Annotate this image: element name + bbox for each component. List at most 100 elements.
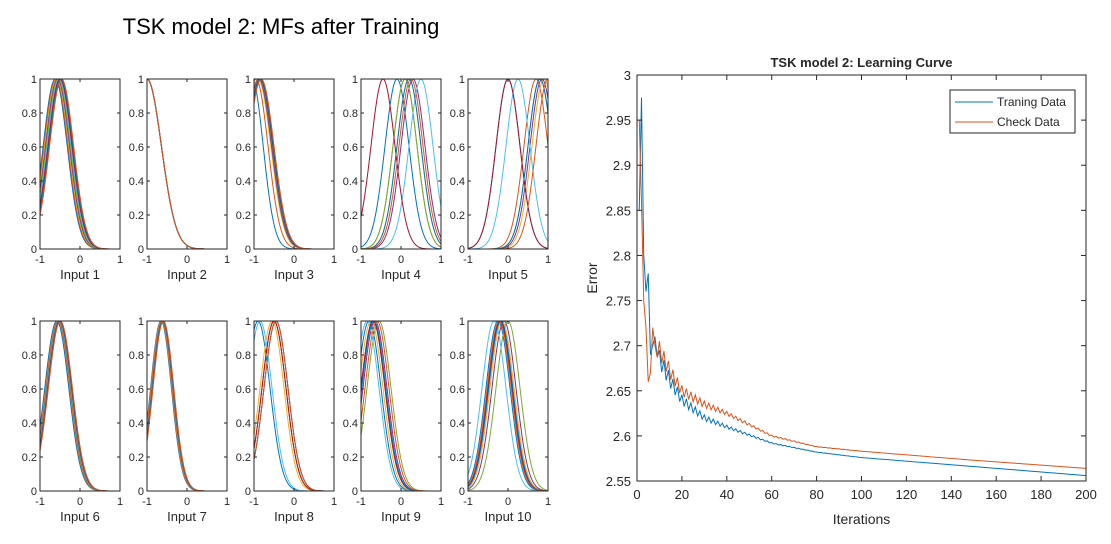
y-tick-label: 2.8	[613, 248, 631, 263]
x-tick-label: -1	[249, 496, 259, 508]
series-lines	[638, 97, 1086, 477]
x-tick-label: 0	[184, 254, 190, 266]
mf-line	[361, 79, 441, 249]
x-axis-label: Input 8	[274, 509, 314, 524]
x-axis-label: Input 9	[381, 509, 421, 524]
y-tick-label: 2.75	[606, 294, 631, 309]
mf-line	[468, 321, 548, 491]
y-tick-label: 0	[31, 486, 37, 498]
x-axis-label: Input 7	[167, 509, 207, 524]
x-tick-label: 140	[940, 487, 962, 502]
y-tick-label: 2.6	[613, 429, 631, 444]
y-tick-label: 0.6	[236, 384, 251, 396]
x-tick-label: 1	[438, 496, 444, 508]
x-tick-label: 0	[633, 487, 640, 502]
y-tick-label: 3	[624, 68, 631, 83]
x-tick-label: 80	[809, 487, 823, 502]
x-tick-label: 0	[77, 496, 83, 508]
y-tick-label: 0	[352, 486, 358, 498]
series-line-0	[638, 97, 1086, 477]
x-axis-label: Iterations	[833, 511, 891, 527]
x-axis-label: Input 10	[485, 509, 532, 524]
mf-line	[147, 321, 227, 491]
y-tick-label: 0.4	[236, 176, 251, 188]
x-tick-label: 40	[720, 487, 734, 502]
y-tick-label: 0	[352, 244, 358, 256]
y-tick-label: 0.8	[22, 108, 37, 120]
y-tick-label: 0.2	[236, 452, 251, 464]
x-axis-label: Input 6	[60, 509, 100, 524]
mf-curves	[468, 321, 548, 491]
y-tick-label: 0.4	[22, 176, 37, 188]
x-tick-label: 1	[117, 496, 123, 508]
x-axis-label: Input 3	[274, 267, 314, 282]
x-tick-label: 0	[505, 254, 511, 266]
y-tick-label: 1	[459, 316, 465, 328]
mf-line	[254, 321, 334, 491]
x-tick-label: -1	[463, 496, 473, 508]
y-tick-label: 0	[459, 486, 465, 498]
y-tick-label: 0.8	[450, 350, 465, 362]
y-tick-label: 0.6	[22, 142, 37, 154]
x-tick-label: -1	[356, 496, 366, 508]
y-tick-label: 1	[138, 316, 144, 328]
y-tick-label: 0.2	[22, 210, 37, 222]
y-tick-label: 0	[245, 244, 251, 256]
y-tick-label: 0	[138, 244, 144, 256]
y-tick-label: 1	[245, 74, 251, 86]
legend: Traning Data Check Data	[949, 89, 1076, 134]
y-tick-label: 0.8	[129, 350, 144, 362]
mf-line	[468, 79, 548, 249]
x-tick-label: 1	[224, 496, 230, 508]
y-tick-label: 0.2	[129, 210, 144, 222]
legend-label: Check Data	[997, 115, 1060, 129]
x-tick-label: 1	[117, 254, 123, 266]
y-tick-label: 0.4	[343, 418, 358, 430]
y-tick-label: 2.9	[613, 158, 631, 173]
mf-line	[468, 79, 548, 249]
x-axis-label: Input 5	[488, 267, 528, 282]
mf-line	[468, 321, 548, 491]
y-tick-label: 0	[138, 486, 144, 498]
mf-line	[254, 79, 334, 249]
y-tick-label: 0.4	[129, 418, 144, 430]
x-tick-label: 1	[545, 496, 551, 508]
y-tick-label: 0.8	[450, 108, 465, 120]
mf-line	[468, 321, 548, 491]
x-tick-label: -1	[356, 254, 366, 266]
x-tick-label: 200	[1075, 487, 1097, 502]
mf-line	[254, 79, 334, 249]
y-tick-label: 1	[31, 74, 37, 86]
mf-line	[361, 321, 441, 491]
y-tick-label: 0.8	[129, 108, 144, 120]
y-tick-label: 1	[138, 74, 144, 86]
mf-curves	[147, 79, 227, 249]
x-tick-label: 0	[184, 496, 190, 508]
x-tick-label: -1	[463, 254, 473, 266]
x-tick-label: 160	[985, 487, 1007, 502]
mf-line	[468, 321, 548, 491]
y-tick-label: 0.8	[343, 350, 358, 362]
mf-line	[361, 79, 441, 249]
x-tick-label: 100	[851, 487, 873, 502]
y-tick-label: 0.4	[450, 176, 465, 188]
y-tick-label: 0.6	[450, 142, 465, 154]
x-tick-label: 0	[398, 254, 404, 266]
y-tick-label: 1	[245, 316, 251, 328]
y-tick-label: 0	[31, 244, 37, 256]
x-tick-label: -1	[35, 496, 45, 508]
x-tick-label: 1	[331, 496, 337, 508]
y-tick-label: 0.6	[343, 142, 358, 154]
mf-line	[254, 79, 334, 249]
x-tick-label: 120	[896, 487, 918, 502]
y-tick-label: 0.6	[129, 142, 144, 154]
mf-line	[147, 79, 227, 249]
x-axis-label: Input 2	[167, 267, 207, 282]
y-tick-label: 0.8	[236, 108, 251, 120]
